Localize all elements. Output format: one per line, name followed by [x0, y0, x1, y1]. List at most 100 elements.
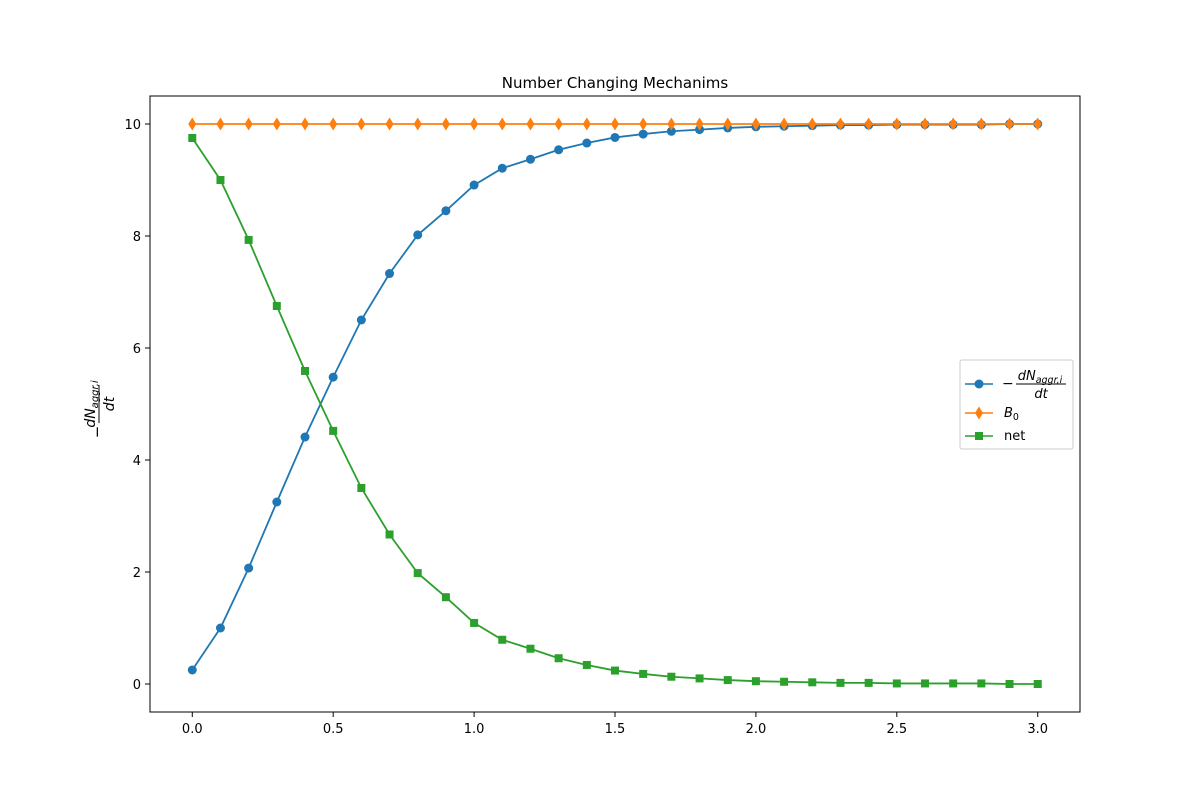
data-point-aggr: [300, 432, 310, 442]
data-point-aggr: [469, 180, 479, 190]
data-point-net: [921, 679, 929, 688]
data-point-net: [808, 678, 817, 687]
data-point-net: [864, 678, 873, 687]
legend-entry-aggr: − dNaggr,i dt: [965, 369, 1066, 402]
data-point-aggr: [525, 154, 535, 164]
data-point-net: [639, 669, 648, 678]
legend-marker-net: [975, 432, 983, 440]
data-point-net: [244, 235, 253, 244]
data-point-b0: [892, 117, 901, 131]
y-tick-label: 0: [133, 678, 141, 693]
data-point-b0: [639, 117, 648, 131]
data-point-net: [582, 660, 591, 669]
data-point-net: [695, 674, 704, 683]
data-point-b0: [808, 117, 817, 131]
data-point-b0: [272, 117, 281, 131]
data-point-net: [329, 426, 338, 435]
y-tick-label: 2: [133, 566, 141, 581]
data-point-net: [357, 484, 366, 492]
data-point-net: [413, 569, 422, 578]
data-point-aggr: [582, 138, 592, 148]
x-tick-label: 2.5: [886, 722, 907, 737]
legend-label-aggr-numerator-base: dN: [1018, 369, 1036, 384]
legend-entry-b0: B0: [965, 406, 1019, 423]
data-point-b0: [385, 117, 394, 131]
data-point-aggr: [272, 497, 282, 507]
data-point-net: [526, 644, 535, 653]
series-b0: [188, 117, 1042, 131]
data-point-b0: [554, 117, 563, 131]
data-point-net: [949, 679, 958, 688]
y-axis-label-numerator-sub: aggr,i: [90, 380, 101, 408]
y-axis-label-sign: −: [88, 426, 106, 439]
legend-label-aggr-sign: −: [1002, 376, 1014, 392]
series-line-aggr: [191, 123, 1038, 671]
data-point-aggr: [328, 372, 338, 382]
data-point-aggr: [413, 230, 423, 240]
y-tick-label: 4: [133, 454, 141, 469]
series-aggr: [187, 119, 1043, 675]
data-point-net: [554, 654, 563, 663]
data-point-net: [1005, 680, 1014, 688]
data-point-b0: [526, 117, 535, 131]
data-point-net: [892, 679, 901, 688]
data-point-net: [301, 366, 309, 375]
x-tick-label: 0.0: [182, 722, 203, 737]
legend-box: [959, 359, 1074, 450]
data-point-aggr: [385, 269, 395, 279]
legend-label-aggr-numerator-sub: aggr,i: [1036, 375, 1063, 386]
data-point-b0: [751, 117, 760, 131]
data-point-b0: [1005, 117, 1014, 131]
y-axis-label-numerator: dNaggr,i: [83, 380, 101, 428]
plot-area: [187, 117, 1043, 688]
data-point-b0: [949, 117, 958, 131]
legend-marker-aggr: [974, 379, 984, 389]
data-point-net: [470, 618, 479, 627]
legend-label-b0-base: B: [1004, 406, 1013, 421]
y-tick-label: 8: [133, 230, 141, 245]
legend: − dNaggr,i dt B0 net: [959, 359, 1074, 450]
data-point-b0: [216, 117, 225, 131]
x-tick-label: 0.5: [323, 722, 344, 737]
series-line-net: [191, 137, 1038, 685]
series-net: [188, 134, 1042, 688]
axis-ticks: 0.0 0.5 1.0 1.5 2.0 2.5 3.0 0 2 4 6 8 10: [124, 118, 1048, 737]
data-point-b0: [329, 117, 338, 131]
data-point-net: [188, 134, 197, 142]
x-tick-label: 2.0: [746, 722, 767, 737]
data-point-b0: [977, 117, 986, 131]
data-point-net: [836, 678, 845, 687]
data-point-net: [977, 679, 986, 688]
data-point-net: [667, 672, 676, 681]
data-point-b0: [611, 117, 619, 131]
data-point-aggr: [638, 129, 648, 139]
data-point-b0: [1033, 117, 1042, 131]
data-point-b0: [836, 117, 845, 131]
data-point-aggr: [187, 665, 197, 675]
y-tick-label: 6: [133, 342, 141, 357]
y-axis-label: − dNaggr,i dt: [83, 380, 118, 438]
data-point-b0: [498, 117, 507, 131]
legend-entry-net: net: [965, 429, 1025, 444]
data-point-aggr: [554, 145, 564, 155]
data-point-b0: [244, 117, 253, 131]
data-point-b0: [413, 117, 422, 131]
data-point-b0: [357, 117, 366, 131]
data-point-aggr: [610, 132, 620, 142]
data-point-b0: [301, 117, 309, 131]
axes-frame: [149, 95, 1081, 713]
data-point-net: [723, 676, 732, 685]
data-point-aggr: [244, 563, 254, 573]
data-point-b0: [441, 117, 450, 131]
data-point-aggr: [356, 315, 366, 325]
data-point-b0: [667, 117, 676, 131]
legend-label-b0: B0: [1004, 406, 1019, 423]
data-point-aggr: [497, 163, 507, 173]
data-point-net: [385, 530, 394, 539]
data-point-b0: [723, 117, 732, 131]
y-axis-label-denominator: dt: [102, 396, 118, 411]
data-point-b0: [780, 117, 789, 131]
data-point-b0: [695, 117, 704, 131]
